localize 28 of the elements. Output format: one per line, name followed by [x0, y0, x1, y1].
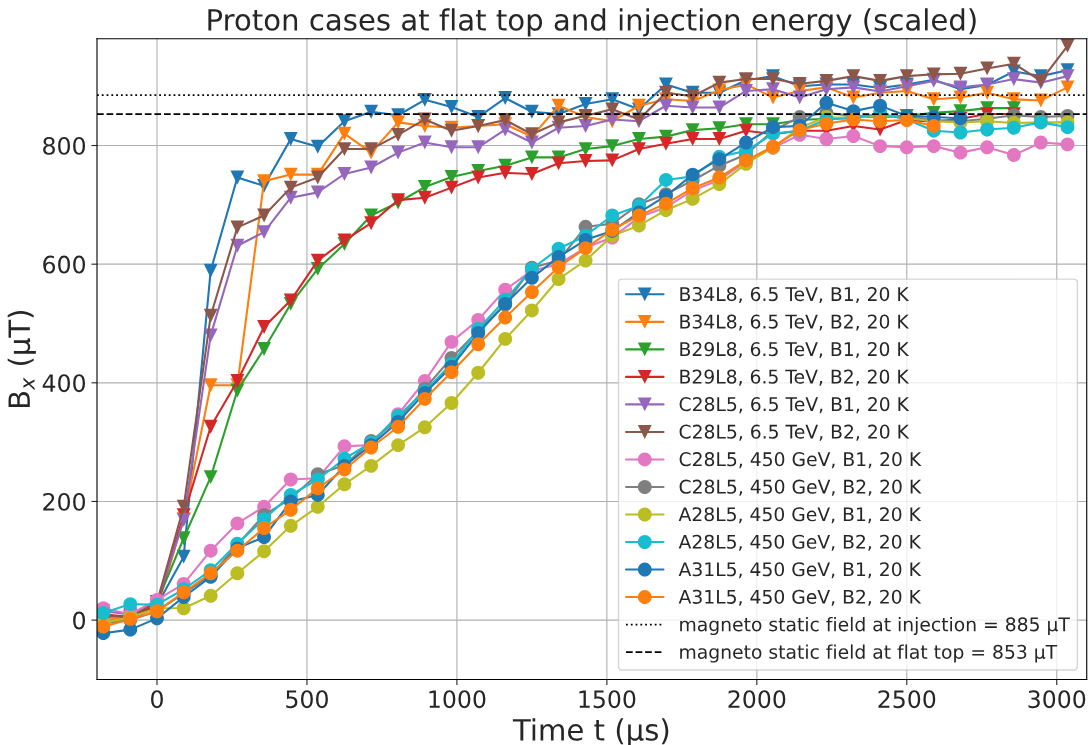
x-tick-label: 3000 — [1028, 690, 1086, 709]
y-axis-title: B$_{x}$ (µT) — [7, 310, 36, 408]
legend-label: C28L5, 6.5 TeV, B1, 20 K — [679, 397, 910, 414]
legend-label: A31L5, 450 GeV, B2, 20 K — [678, 589, 922, 606]
legend-label: B34L8, 6.5 TeV, B2, 20 K — [680, 314, 910, 331]
legend-label: A28L5, 450 GeV, B2, 20 K — [678, 534, 922, 551]
legend-label: C28L5, 450 GeV, B2, 20 K — [679, 479, 922, 496]
chart-title: Proton cases at flat top and injection energy (scaled) — [208, 8, 976, 37]
x-tick-label: 1000 — [429, 690, 486, 709]
legend-label: B34L8, 6.5 TeV, B1, 20 K — [680, 286, 910, 304]
y-tick-label: 0 — [73, 611, 86, 630]
x-tick-label: 0 — [151, 690, 163, 709]
legend-label: B29L8, 6.5 TeV, B1, 20 K — [680, 342, 910, 359]
x-tick-label: 2500 — [878, 690, 936, 709]
x-tick-label: 500 — [286, 690, 328, 709]
x-tick-label: 2000 — [728, 690, 786, 709]
legend-label: B29L8, 6.5 TeV, B2, 20 K — [680, 369, 910, 386]
y-tick-label: 800 — [43, 136, 86, 155]
legend-label: magneto static field at flat top = 853 μT — [680, 644, 1058, 663]
y-tick-label: 400 — [42, 374, 86, 393]
legend-label: A28L5, 450 GeV, B1, 20 K — [678, 507, 922, 524]
y-tick-label: 600 — [43, 255, 86, 274]
legend-label: C28L5, 6.5 TeV, B2, 20 K — [679, 424, 910, 441]
legend-label: A31L5, 450 GeV, B1, 20 K — [678, 562, 922, 579]
x-tick-label: 1500 — [579, 690, 636, 709]
legend-label: C28L5, 450 GeV, B1, 20 K — [679, 452, 922, 469]
y-tick-label: 200 — [43, 492, 86, 511]
legend-label: magneto static field at injection = 885 μT — [680, 616, 1070, 636]
